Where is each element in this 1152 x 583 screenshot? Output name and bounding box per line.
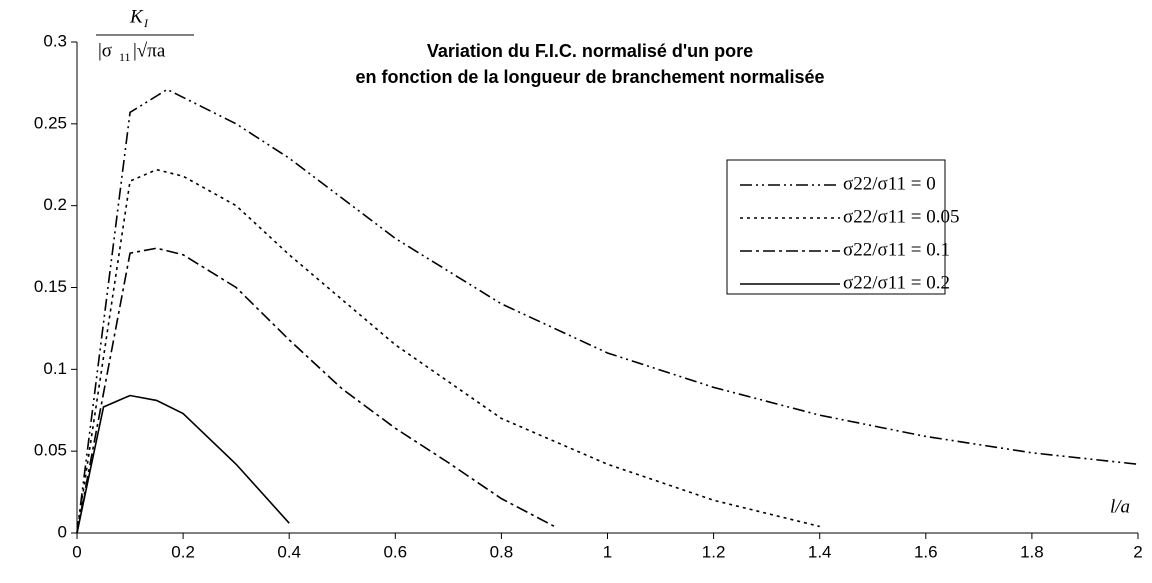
x-tick-label: 1.8 <box>1020 542 1044 561</box>
y-tick-label: 0.2 <box>43 195 67 214</box>
y-tick-label: 0.05 <box>34 441 67 460</box>
legend-label: σ22/σ11 = 0.05 <box>843 206 960 227</box>
x-tick-label: 1.6 <box>914 542 938 561</box>
x-tick-label: 1.4 <box>808 542 832 561</box>
y-tick-label: 0 <box>58 522 67 541</box>
x-tick-label: 0.8 <box>490 542 514 561</box>
series-line <box>76 394 290 534</box>
chart-subtitle: en fonction de la longueur de branchemen… <box>355 67 824 87</box>
legend-box <box>726 159 946 295</box>
y-label-den: |σ <box>98 40 112 61</box>
x-tick-label: 0.6 <box>383 542 407 561</box>
y-label-num-sub: I <box>143 16 149 30</box>
series-line <box>76 88 1139 534</box>
y-label-den-sub: 11 <box>119 50 131 64</box>
y-axis-label: K I |σ 11 |√πa <box>96 6 194 64</box>
x-tick-label: 2 <box>1133 542 1142 561</box>
x-tick-label: 0.4 <box>277 542 301 561</box>
legend-label: σ22/σ11 = 0 <box>843 173 936 194</box>
x-tick-label: 1 <box>603 542 612 561</box>
series-line <box>76 168 820 534</box>
legend-label: σ22/σ11 = 0.2 <box>843 272 950 293</box>
y-tick-label: 0.1 <box>43 359 67 378</box>
legend-label: σ22/σ11 = 0.1 <box>843 239 950 260</box>
x-axis-label: l/a <box>1110 496 1130 517</box>
x-tick-label: 0.2 <box>171 542 195 561</box>
x-tick-label: 1.2 <box>702 542 726 561</box>
y-label-num: K <box>129 6 144 27</box>
y-tick-label: 0.3 <box>43 31 67 50</box>
y-tick-label: 0.15 <box>34 277 67 296</box>
y-label-den-rest: |√πa <box>133 40 166 61</box>
x-tick-label: 0 <box>72 542 81 561</box>
y-tick-label: 0.25 <box>34 113 67 132</box>
chart-title: Variation du F.I.C. normalisé d'un pore <box>427 41 753 61</box>
series-line <box>76 247 555 534</box>
